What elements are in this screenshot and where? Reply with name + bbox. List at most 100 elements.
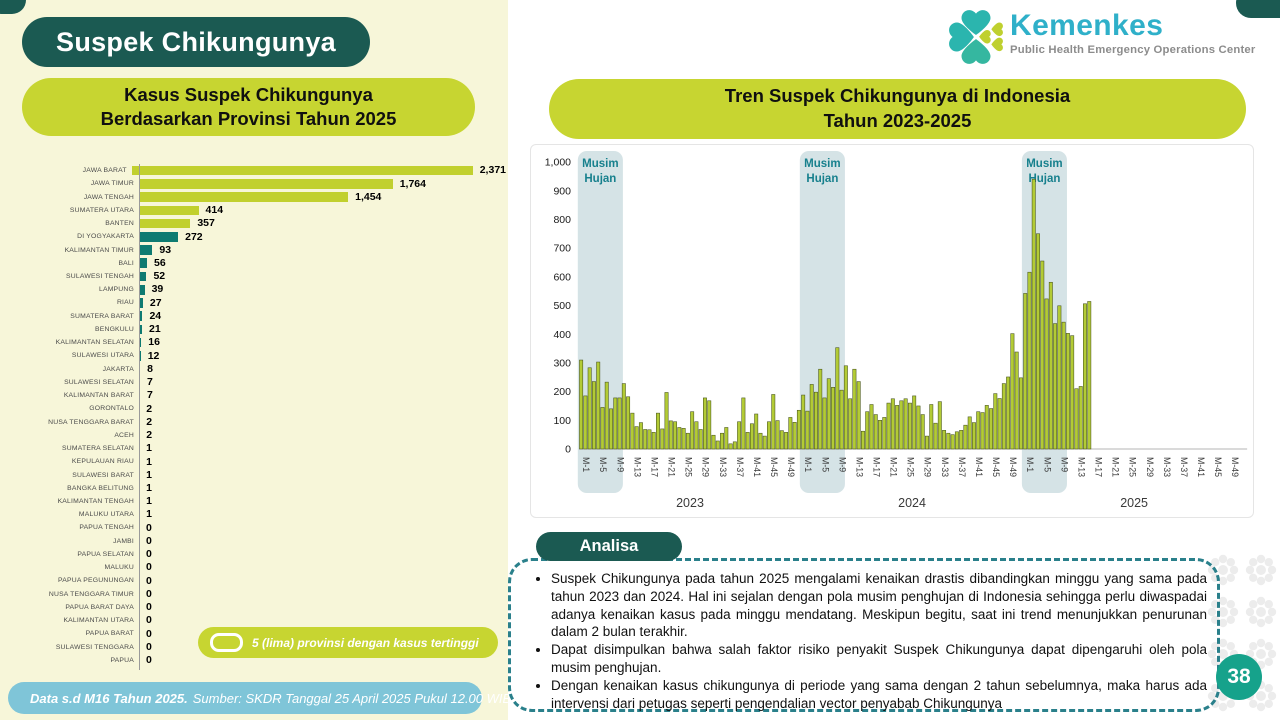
weekly-case-bar <box>724 427 729 450</box>
province-value: 16 <box>148 336 160 349</box>
weekly-case-bar <box>1083 303 1087 450</box>
weekly-case-bar <box>843 365 848 450</box>
oval-highlight-icon <box>210 633 243 652</box>
weekly-case-bar <box>775 420 780 450</box>
weekly-case-bar <box>1001 383 1006 450</box>
province-value: 1,764 <box>399 177 426 190</box>
weekly-case-bar <box>805 410 810 450</box>
footer-source: Sumber: SKDR Tanggal 25 April 2025 Pukul… <box>192 690 512 706</box>
x-axis-tick-label: M-5 <box>1042 457 1052 472</box>
x-axis-tick-label: M-13 <box>632 457 642 477</box>
weekly-case-bar <box>822 397 827 450</box>
weekly-case-bar <box>711 434 716 450</box>
y-axis-tick-label: 500 <box>553 300 571 312</box>
province-bar-chart: JAWA BARAT 2,371 JAWA TIMUR 1,764 JAWA TENGA… <box>30 164 506 670</box>
weekly-case-bar <box>579 359 584 450</box>
weekly-case-bar <box>818 368 823 450</box>
province-label: PAPUA <box>110 656 134 664</box>
weekly-case-bar <box>860 430 865 450</box>
province-value: 1,454 <box>355 190 382 203</box>
weekly-case-bar <box>741 397 746 450</box>
weekly-case-bar <box>745 432 750 450</box>
province-label: JAWA BARAT <box>82 167 127 175</box>
province-label: JAWA TIMUR <box>90 180 134 188</box>
province-label: JAKARTA <box>102 365 134 373</box>
x-axis-tick-label: M-25 <box>1128 457 1138 477</box>
x-axis-tick-label: M-41 <box>974 457 984 477</box>
weekly-case-bar <box>903 398 908 450</box>
x-axis-tick-label: M-49 <box>1008 457 1018 477</box>
province-row: BENGKULU 21 <box>30 323 506 336</box>
weekly-case-bar <box>651 432 656 450</box>
weekly-case-bar <box>1074 388 1079 450</box>
province-bar <box>139 245 153 255</box>
province-value: 1 <box>146 455 152 468</box>
province-label: SUMATERA BARAT <box>70 312 134 320</box>
province-label: NUSA TENGGARA BARAT <box>48 418 134 426</box>
weekly-case-bar <box>839 389 844 450</box>
rainy-season-label: Hujan <box>584 173 616 185</box>
weekly-case-bar <box>604 381 609 450</box>
province-label: SULAWESI TENGAH <box>66 272 134 280</box>
x-axis-tick-label: M-9 <box>1059 457 1069 472</box>
weekly-case-bar <box>596 361 601 450</box>
weekly-case-bar <box>950 434 955 450</box>
weekly-case-bar <box>1087 301 1092 450</box>
province-row: DI YOGYAKARTA 272 <box>30 230 506 243</box>
province-value: 2 <box>146 402 153 415</box>
weekly-case-bar <box>920 414 925 450</box>
trend-chart-title-line2: Tahun 2023-2025 <box>823 110 972 131</box>
weekly-case-bar <box>630 412 635 450</box>
province-value: 12 <box>147 349 160 362</box>
province-label: KALIMANTAN SELATAN <box>55 339 134 347</box>
x-axis-tick-label: M-33 <box>940 457 950 477</box>
province-row: KEPULAUAN RIAU 1 <box>30 455 506 468</box>
province-label: PAPUA TENGAH <box>79 524 134 532</box>
weekly-case-bar <box>826 378 831 450</box>
province-label: GORONTALO <box>89 405 134 413</box>
y-axis-tick-label: 700 <box>553 243 571 255</box>
province-row: PAPUA BARAT 0 <box>30 627 506 640</box>
x-axis-tick-label: M-25 <box>906 457 916 477</box>
province-label: PAPUA SELATAN <box>77 550 134 558</box>
x-axis-tick-label: M-9 <box>615 457 625 472</box>
province-row: SULAWESI TENGGARA 0 <box>30 640 506 653</box>
province-value: 7 <box>147 376 153 389</box>
x-axis-tick-label: M-29 <box>701 457 711 477</box>
province-label: SUMATERA UTARA <box>69 206 134 214</box>
province-value: 52 <box>153 270 166 283</box>
province-value: 1 <box>146 468 152 481</box>
weekly-case-bar <box>1040 260 1045 450</box>
province-label: KALIMANTAN UTARA <box>63 617 134 625</box>
flower-medallion <box>1207 596 1239 628</box>
province-value: 93 <box>159 243 172 256</box>
corner-decoration-top-left <box>0 0 26 14</box>
rainy-season-label: Hujan <box>806 173 838 185</box>
province-row: SULAWESI BARAT 1 <box>30 468 506 481</box>
x-axis-tick-label: M-33 <box>718 457 728 477</box>
weekly-case-bar <box>698 429 703 450</box>
weekly-case-bar <box>946 432 951 450</box>
province-label: SULAWESI SELATAN <box>64 378 134 386</box>
province-bar <box>139 231 179 242</box>
weekly-case-bar <box>1048 281 1053 450</box>
province-value: 0 <box>146 548 152 561</box>
trend-bar-chart: Musim Hujan Musim Hujan Musim Hujan 0 100 200 300… <box>545 151 1248 510</box>
y-axis-tick-label: 1,000 <box>545 157 571 169</box>
province-label: MALUKU UTARA <box>78 511 134 519</box>
weekly-case-bar <box>664 392 669 450</box>
weekly-case-bar <box>762 435 767 450</box>
weekly-case-bar <box>1010 333 1015 450</box>
province-chart-title-line1: Kasus Suspek Chikungunya <box>124 83 373 105</box>
weekly-case-bar <box>895 405 900 450</box>
weekly-case-bar <box>997 398 1002 450</box>
weekly-case-bar <box>1078 386 1083 450</box>
weekly-case-bar <box>916 405 921 450</box>
weekly-case-bar <box>715 440 720 450</box>
analysis-box: Suspek Chikungunya pada tahun 2025 menga… <box>508 558 1220 712</box>
x-axis-tick-label: M-21 <box>1111 457 1121 477</box>
weekly-case-bar <box>1065 333 1070 450</box>
x-axis-tick-label: M-45 <box>1213 457 1223 477</box>
analysis-bullet: Dapat disimpulkan bahwa salah faktor ris… <box>551 641 1207 677</box>
province-row: PAPUA TENGAH 0 <box>30 521 506 534</box>
